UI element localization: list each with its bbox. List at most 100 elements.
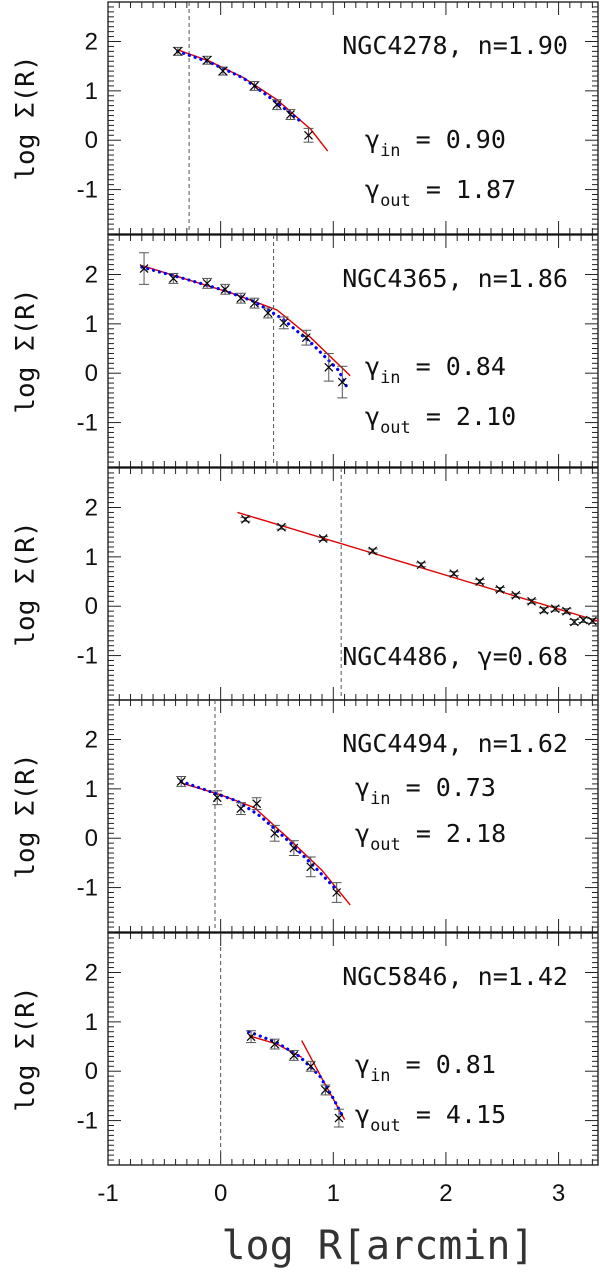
data-point: [272, 100, 282, 110]
y-axis-label: log Σ(R): [11, 986, 41, 1111]
data-point: [578, 615, 588, 625]
fit-line-blue-dotted: [247, 1030, 344, 1118]
data-point: [202, 278, 212, 288]
y-tick-label: 1: [85, 544, 98, 571]
data-point: [139, 264, 149, 273]
data-point: [220, 284, 230, 294]
gamma-in-label: γin = 0.81: [355, 1050, 496, 1086]
data-point: [168, 274, 178, 283]
y-tick-label: 1: [85, 1009, 98, 1036]
data-point: [270, 828, 280, 838]
panel-frame-3: [107, 699, 599, 933]
fit-line-red: [180, 782, 351, 906]
data-point: [334, 1113, 344, 1123]
gamma-out-label: γout = 2.18: [355, 819, 506, 855]
y-tick-label: -1: [77, 643, 98, 670]
panel-frame-1: [107, 234, 599, 468]
data-point: [324, 362, 334, 372]
panel-title: NGC4278, n=1.90: [342, 31, 568, 60]
data-point: [173, 46, 183, 56]
data-point: [550, 604, 560, 614]
data-point: [252, 799, 262, 809]
panel-title: NGC4494, n=1.62: [342, 729, 568, 758]
data-point: [241, 514, 250, 524]
y-axis-label: log Σ(R): [11, 288, 41, 413]
data-point: [368, 546, 378, 556]
data-point: [495, 585, 505, 594]
data-point: [306, 1061, 316, 1071]
gamma-out-label: γout = 4.15: [355, 1100, 506, 1136]
data-point: [286, 110, 295, 119]
y-tick-label: 1: [85, 776, 98, 803]
y-tick-label: 2: [85, 28, 98, 55]
panel-frame-4: [107, 932, 599, 1166]
data-point: [263, 308, 273, 318]
data-point: [212, 793, 222, 803]
data-point: [279, 318, 289, 328]
y-tick-label: 0: [85, 593, 98, 620]
panel-title: NGC4486, γ=0.68: [342, 642, 568, 671]
y-tick-label: 2: [85, 494, 98, 521]
data-point: [250, 298, 259, 308]
y-tick-label: 0: [85, 360, 98, 387]
data-point: [236, 804, 246, 814]
data-point: [246, 1032, 256, 1042]
data-point: [527, 596, 536, 606]
panel-title: NGC5846, n=1.42: [342, 962, 568, 991]
data-point: [250, 81, 259, 91]
data-point: [306, 862, 316, 872]
y-tick-label: -1: [77, 410, 98, 437]
data-point: [289, 1050, 299, 1060]
gamma-in-label: γin = 0.84: [365, 352, 506, 388]
y-tick-label: 0: [85, 1058, 98, 1085]
y-axis-label: log Σ(R): [11, 753, 41, 878]
gamma-in-label: γin = 0.73: [355, 773, 496, 809]
x-tick-label: 2: [439, 1180, 452, 1207]
panel-frame-0: [107, 1, 599, 235]
fit-line-red: [177, 49, 329, 152]
data-point: [562, 606, 571, 616]
data-point: [277, 522, 286, 532]
data-point: [569, 617, 579, 627]
data-point: [587, 616, 597, 626]
y-tick-label: 0: [85, 127, 98, 154]
data-point: [176, 777, 186, 786]
y-tick-label: 2: [85, 959, 98, 986]
fit-line-blue-dotted: [179, 779, 339, 892]
panel-title: NGC4365, n=1.86: [342, 264, 568, 293]
fit-line-red-outer: [301, 1040, 346, 1120]
data-point: [511, 590, 521, 600]
data-point: [236, 293, 246, 303]
data-point: [304, 130, 313, 140]
x-tick-label: -1: [97, 1180, 118, 1207]
data-point: [416, 560, 426, 570]
gamma-in-label: γin = 0.90: [365, 125, 506, 161]
gamma-out-label: γout = 2.10: [365, 402, 516, 438]
y-tick-label: 1: [85, 311, 98, 338]
data-point: [320, 1085, 330, 1095]
data-point: [202, 55, 212, 65]
x-tick-label: 3: [552, 1180, 565, 1207]
data-point: [539, 605, 549, 615]
x-tick-label: 1: [327, 1180, 340, 1207]
data-point: [218, 66, 228, 76]
data-point: [475, 577, 485, 586]
x-tick-label: 0: [214, 1180, 227, 1207]
data-point: [332, 888, 342, 897]
y-tick-label: 1: [85, 78, 98, 105]
data-point: [301, 333, 311, 343]
fit-line-blue-dotted: [140, 265, 349, 389]
y-axis-label: log Σ(R): [11, 55, 41, 180]
y-tick-label: -1: [77, 177, 98, 204]
y-tick-label: 2: [85, 726, 98, 753]
x-axis-label: log R[arcmin]: [221, 1223, 534, 1269]
data-point: [337, 377, 347, 387]
data-point: [449, 569, 459, 579]
y-axis-label: log Σ(R): [11, 521, 41, 646]
fit-line-blue-dotted: [176, 49, 302, 123]
y-tick-label: 2: [85, 261, 98, 288]
y-tick-label: -1: [77, 1108, 98, 1135]
gamma-out-label: γout = 1.87: [365, 175, 516, 211]
y-tick-label: -1: [77, 875, 98, 902]
